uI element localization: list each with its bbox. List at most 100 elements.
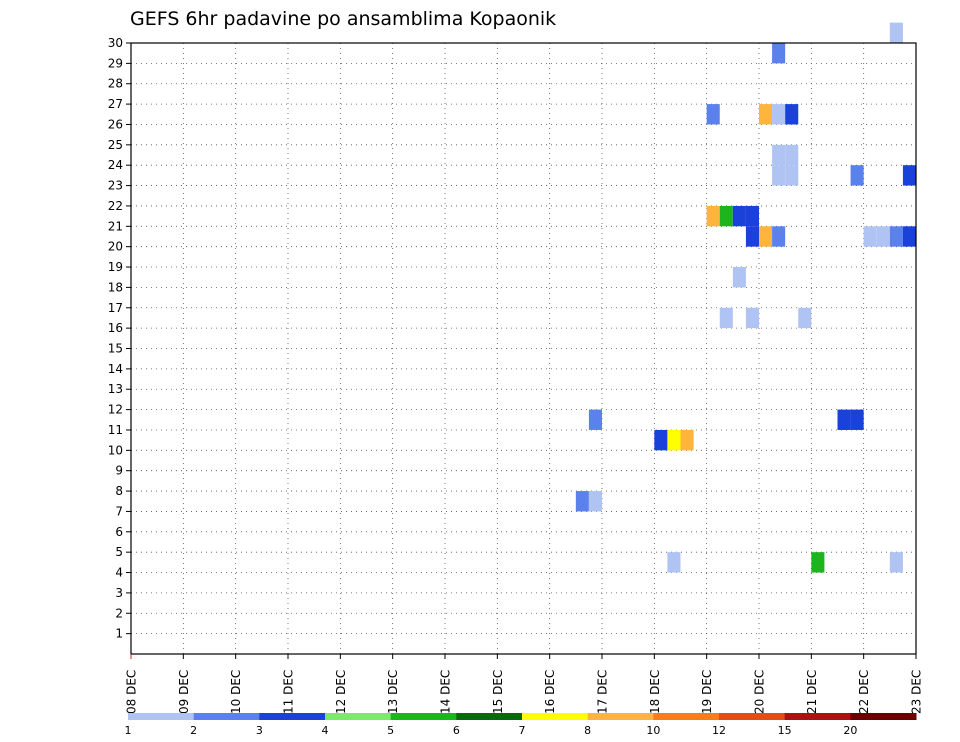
x-tick-label: 09 DEC (177, 670, 191, 714)
y-tick-label: 10 (108, 443, 123, 457)
x-tick-label: 10 DEC (229, 670, 243, 714)
colorbar-swatch (522, 713, 589, 720)
precip-cell (706, 205, 720, 227)
precip-cell (719, 205, 733, 227)
x-tick-label: 12 DEC (334, 670, 348, 714)
precip-cell (785, 144, 799, 166)
precip-cell (889, 226, 903, 247)
precip-cell (759, 104, 773, 125)
colorbar-label: 5 (387, 724, 394, 737)
colorbar-swatch (128, 713, 195, 720)
y-axis-ticks: 1234567891011121314151617181920212223242… (108, 36, 131, 641)
x-tick-label: 11 DEC (282, 670, 296, 714)
plot-frame (130, 42, 917, 655)
y-tick-label: 28 (108, 77, 123, 91)
y-tick-label: 11 (108, 423, 123, 437)
colorbar-swatch (193, 713, 260, 720)
precip-cell (745, 205, 759, 227)
precip-cell (732, 205, 746, 227)
colorbar-label: 10 (646, 724, 660, 737)
colorbar-swatch (850, 713, 917, 720)
grid-lines (131, 42, 916, 654)
precip-cell (772, 144, 786, 166)
colorbar-label: 2 (190, 724, 197, 737)
colorbar-label: 7 (519, 724, 526, 737)
x-tick-label: 18 DEC (648, 670, 662, 714)
precip-cell (745, 226, 759, 247)
x-axis-ticks: 08 DEC 09 DEC 10 DEC 11 DEC 12 DEC 13 DEC 14 D… (125, 654, 924, 714)
y-tick-label: 8 (115, 484, 123, 498)
y-tick-label: 14 (108, 362, 123, 376)
colorbar-label: 12 (712, 724, 726, 737)
y-tick-label: 22 (108, 199, 123, 213)
y-tick-label: 29 (108, 56, 123, 70)
y-tick-label: 24 (108, 158, 123, 172)
y-tick-label: 4 (115, 566, 123, 580)
y-tick-label: 27 (108, 97, 123, 111)
precip-cell (785, 165, 799, 186)
precip-cell (772, 165, 786, 186)
precip-cell (837, 409, 851, 430)
x-tick-label: 13 DEC (386, 670, 400, 714)
ensemble-cells (575, 22, 916, 573)
y-tick-label: 3 (115, 586, 123, 600)
y-tick-label: 26 (108, 117, 123, 131)
colorbar-label: 15 (778, 724, 792, 737)
colorbar-swatch (587, 713, 654, 720)
colorbar-swatch (325, 713, 392, 720)
precip-cell (850, 165, 864, 186)
x-tick-label: 15 DEC (491, 670, 505, 714)
precip-cell (772, 226, 786, 247)
x-tick-label: 08 DEC (125, 670, 139, 714)
colorbar-label: 6 (453, 724, 460, 737)
y-tick-label: 20 (108, 240, 123, 254)
y-tick-label: 13 (108, 382, 123, 396)
colorbar-label: 1 (125, 724, 132, 737)
y-tick-label: 5 (115, 545, 123, 559)
x-tick-label: 16 DEC (543, 670, 557, 714)
y-tick-label: 12 (108, 403, 123, 417)
colorbar-label: 8 (584, 724, 591, 737)
colorbar-label: 3 (256, 724, 263, 737)
precip-cell (732, 267, 746, 288)
precip-cell (889, 552, 903, 573)
x-tick-label: 23 DEC (910, 670, 924, 714)
x-tick-label: 17 DEC (596, 670, 610, 714)
x-tick-label: 22 DEC (857, 670, 871, 714)
x-tick-label: 20 DEC (753, 670, 767, 714)
precip-cell (772, 104, 786, 125)
colorbar-label: 4 (322, 724, 329, 737)
y-tick-label: 16 (108, 321, 123, 335)
x-tick-label: 14 DEC (439, 670, 453, 714)
y-tick-label: 2 (115, 606, 123, 620)
precip-cell (575, 491, 589, 512)
colorbar-swatch (653, 713, 720, 720)
y-tick-label: 7 (115, 504, 123, 518)
colorbar-legend: 1 2 3 4 5 6 7 8 10 12 15 20 (125, 713, 917, 737)
y-tick-label: 21 (108, 219, 123, 233)
precip-cell (876, 226, 890, 247)
precip-cell (588, 491, 602, 512)
colorbar-swatch (390, 713, 457, 720)
y-tick-label: 30 (108, 36, 123, 50)
precip-cell (902, 165, 916, 186)
precip-cell (811, 552, 825, 573)
y-tick-label: 9 (115, 464, 123, 478)
precip-cell (889, 22, 903, 43)
colorbar-swatch (719, 713, 786, 720)
precip-cell (745, 307, 759, 329)
y-tick-label: 6 (115, 525, 123, 539)
colorbar-swatch (784, 713, 851, 720)
y-tick-label: 23 (108, 179, 123, 193)
precip-cell (719, 307, 733, 329)
colorbar-swatch (456, 713, 523, 720)
y-tick-label: 1 (115, 627, 123, 641)
y-tick-label: 19 (108, 260, 123, 274)
y-tick-label: 18 (108, 280, 123, 294)
y-tick-label: 25 (108, 138, 123, 152)
x-tick-label: 21 DEC (805, 670, 819, 714)
precip-cell (667, 552, 681, 573)
chart-title: GEFS 6hr padavine po ansamblima Kopaonik (130, 8, 556, 30)
precip-cell (680, 429, 694, 451)
